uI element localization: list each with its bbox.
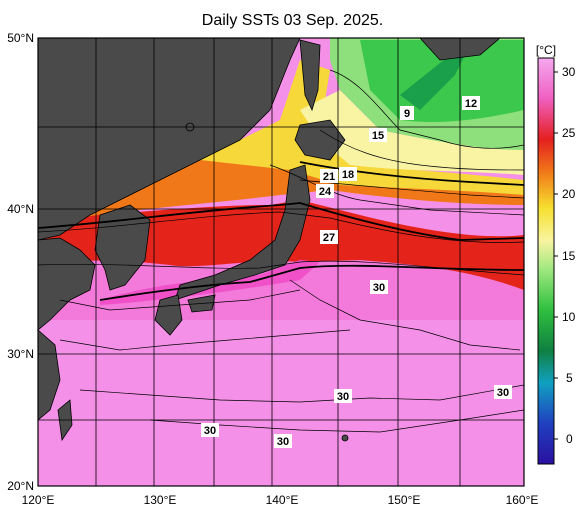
colorbar: [°C] 30 25 20 15 10 5 0: [536, 43, 576, 465]
lon-label: 140°E: [266, 493, 299, 507]
contour-label: 30: [373, 282, 385, 294]
map-frame: [37, 37, 525, 487]
contour-label: 30: [204, 425, 216, 437]
lat-label: 50°N: [7, 31, 34, 45]
lon-label: 160°E: [506, 493, 539, 507]
lat-label: 30°N: [7, 347, 34, 361]
major-contours: [38, 161, 524, 301]
contour-label: 30: [337, 391, 349, 403]
contour-label: 9: [404, 108, 410, 120]
lat-labels: 50°N 40°N 30°N 20°N: [7, 31, 34, 493]
lon-label: 150°E: [388, 493, 421, 507]
land-mask: [38, 38, 501, 442]
colorbar-tick: 0: [566, 432, 573, 446]
contour-label: 24: [319, 186, 332, 198]
colorbar-unit: [°C]: [536, 43, 556, 57]
contour-lines: [38, 69, 524, 433]
contour-label: 21: [323, 171, 335, 183]
colorbar-tick: 25: [562, 126, 576, 140]
map-title: Daily SSTs 03 Sep. 2025.: [201, 12, 384, 29]
graticule: [38, 38, 524, 486]
lat-label: 40°N: [7, 202, 34, 216]
sst-field: [38, 38, 524, 486]
contour-label: 30: [497, 387, 509, 399]
contour-label: 30: [277, 436, 289, 448]
lon-label: 130°E: [144, 493, 177, 507]
colorbar-tick: 5: [566, 371, 573, 385]
contour-label: 18: [342, 169, 354, 181]
contour-label: 27: [323, 232, 335, 244]
colorbar-tick: 15: [562, 249, 576, 263]
lon-labels: 120°E 130°E 140°E 150°E 160°E: [22, 493, 539, 507]
colorbar-tick: 30: [562, 65, 576, 79]
contour-label-group: 9 12 15 18 21 24 27 30 30 30 30 30: [201, 96, 512, 448]
colorbar-scale: [537, 57, 555, 465]
lon-label: 120°E: [22, 493, 55, 507]
contour-label: 12: [465, 98, 477, 110]
contour-label: 15: [372, 130, 384, 142]
lat-label: 20°N: [7, 479, 34, 493]
colorbar-tick: 10: [562, 310, 576, 324]
colorbar-tick: 20: [562, 187, 576, 201]
